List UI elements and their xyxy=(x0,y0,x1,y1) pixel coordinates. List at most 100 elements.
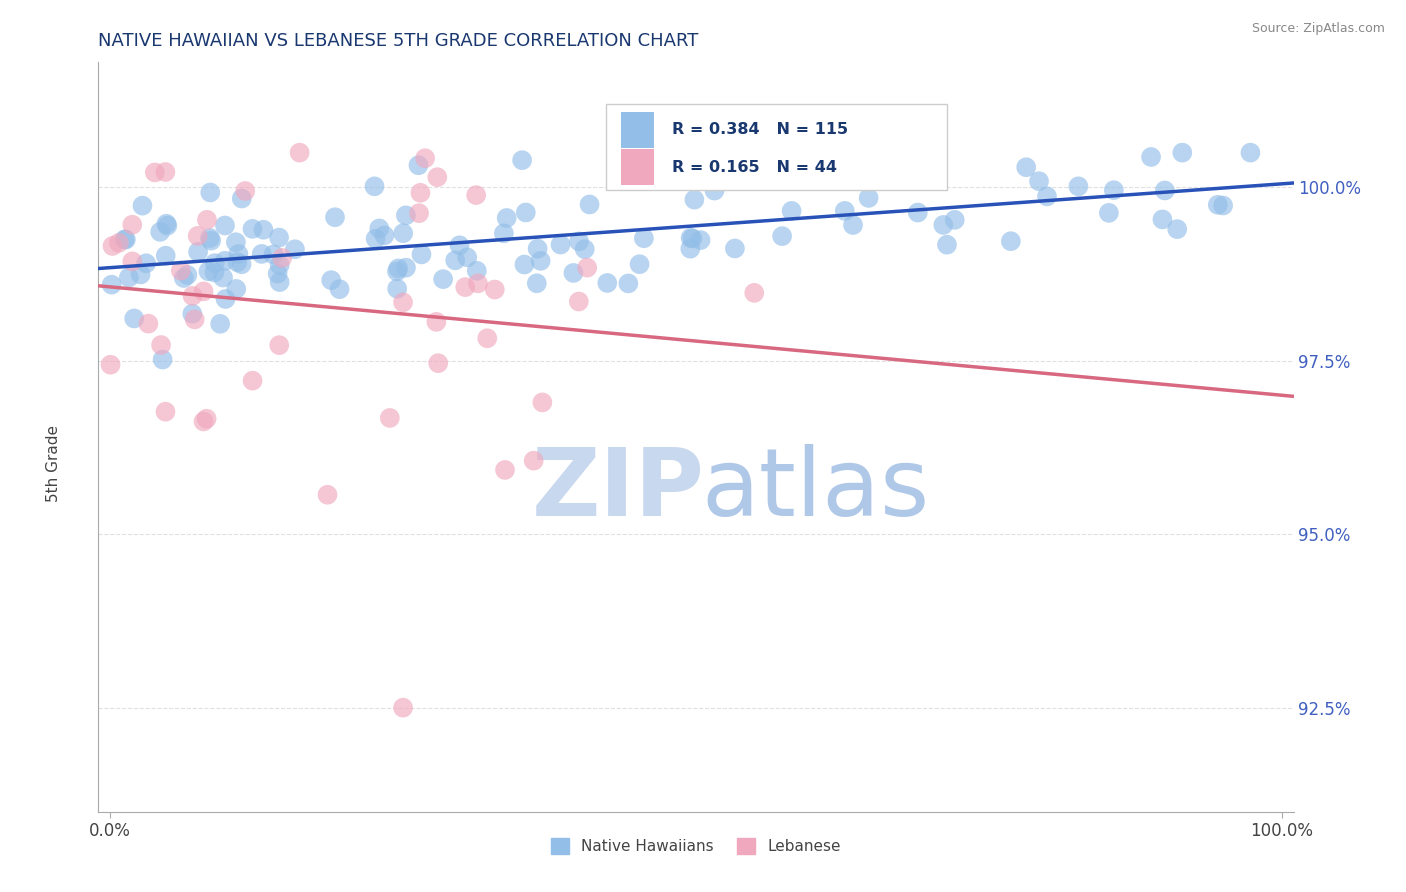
Point xyxy=(724,242,747,256)
Point xyxy=(467,277,489,291)
Point xyxy=(932,218,955,232)
Point xyxy=(363,179,385,194)
Point xyxy=(426,170,449,185)
Point xyxy=(1140,150,1163,164)
Point xyxy=(409,186,432,200)
Point xyxy=(449,238,471,252)
Point xyxy=(197,264,219,278)
Point xyxy=(770,229,793,244)
Point xyxy=(568,294,591,309)
Point xyxy=(212,270,235,285)
Point xyxy=(328,282,350,296)
Point xyxy=(214,219,236,233)
Point xyxy=(181,307,204,321)
Point xyxy=(1166,222,1188,236)
Point xyxy=(526,277,548,291)
Point xyxy=(550,237,572,252)
Point xyxy=(135,256,157,270)
Point xyxy=(385,282,408,296)
Point xyxy=(842,218,865,232)
Point xyxy=(703,184,725,198)
Point xyxy=(392,295,415,310)
Point xyxy=(181,289,204,303)
Point xyxy=(1206,198,1229,212)
Point xyxy=(456,250,478,264)
Point xyxy=(271,251,294,265)
Text: NATIVE HAWAIIAN VS LEBANESE 5TH GRADE CORRELATION CHART: NATIVE HAWAIIAN VS LEBANESE 5TH GRADE CO… xyxy=(98,32,699,50)
Point xyxy=(114,232,136,246)
Point xyxy=(152,352,174,367)
Point xyxy=(1239,145,1261,160)
Point xyxy=(562,266,585,280)
Point xyxy=(1171,145,1194,160)
Point xyxy=(242,222,264,236)
Point xyxy=(679,231,702,245)
Point xyxy=(284,242,307,256)
Point xyxy=(623,168,645,182)
Point xyxy=(596,276,619,290)
Point xyxy=(1152,212,1174,227)
Point xyxy=(149,225,172,239)
Point xyxy=(395,208,418,222)
Point xyxy=(170,263,193,277)
Point xyxy=(515,205,537,219)
Point xyxy=(193,414,215,428)
Point xyxy=(477,331,499,345)
FancyBboxPatch shape xyxy=(620,112,654,148)
Point xyxy=(323,211,346,225)
Point xyxy=(150,338,173,352)
Point xyxy=(118,270,141,285)
Point xyxy=(226,255,249,269)
Point xyxy=(780,203,803,218)
Point xyxy=(131,199,153,213)
Text: atlas: atlas xyxy=(702,443,929,535)
Point xyxy=(526,242,548,256)
Point xyxy=(214,292,236,306)
Point xyxy=(568,235,591,249)
Point xyxy=(288,145,311,160)
Point xyxy=(214,253,236,268)
FancyBboxPatch shape xyxy=(620,149,654,186)
Point xyxy=(138,317,160,331)
Point xyxy=(858,191,880,205)
Point xyxy=(408,206,430,220)
Point xyxy=(834,203,856,218)
Point xyxy=(115,232,138,246)
Point xyxy=(530,253,553,268)
Point xyxy=(267,230,290,244)
Point xyxy=(250,247,273,261)
Point xyxy=(263,247,285,261)
Point xyxy=(231,257,253,271)
Point xyxy=(495,211,517,225)
Point xyxy=(742,285,765,300)
Point xyxy=(129,268,152,282)
Point xyxy=(1000,234,1022,248)
Point xyxy=(392,700,415,714)
Point xyxy=(101,239,124,253)
Point xyxy=(385,264,408,278)
Text: R = 0.165   N = 44: R = 0.165 N = 44 xyxy=(672,160,837,175)
Point xyxy=(392,226,415,240)
Point xyxy=(195,411,218,425)
Point xyxy=(242,374,264,388)
Point xyxy=(411,247,433,261)
Point xyxy=(1212,198,1234,212)
Point xyxy=(200,234,222,248)
Point xyxy=(1015,160,1038,174)
Point xyxy=(200,186,222,200)
Point xyxy=(368,221,391,235)
Point xyxy=(155,165,177,179)
Point xyxy=(108,235,131,250)
Point xyxy=(121,218,143,232)
Point xyxy=(233,184,256,198)
Point xyxy=(494,463,516,477)
Point xyxy=(682,231,704,245)
Point xyxy=(155,249,177,263)
Point xyxy=(943,212,966,227)
Point xyxy=(425,315,447,329)
Point xyxy=(1102,183,1125,197)
Point xyxy=(1067,179,1090,194)
Point xyxy=(269,258,291,272)
Point xyxy=(316,488,339,502)
Legend: Native Hawaiians, Lebanese: Native Hawaiians, Lebanese xyxy=(544,832,848,860)
